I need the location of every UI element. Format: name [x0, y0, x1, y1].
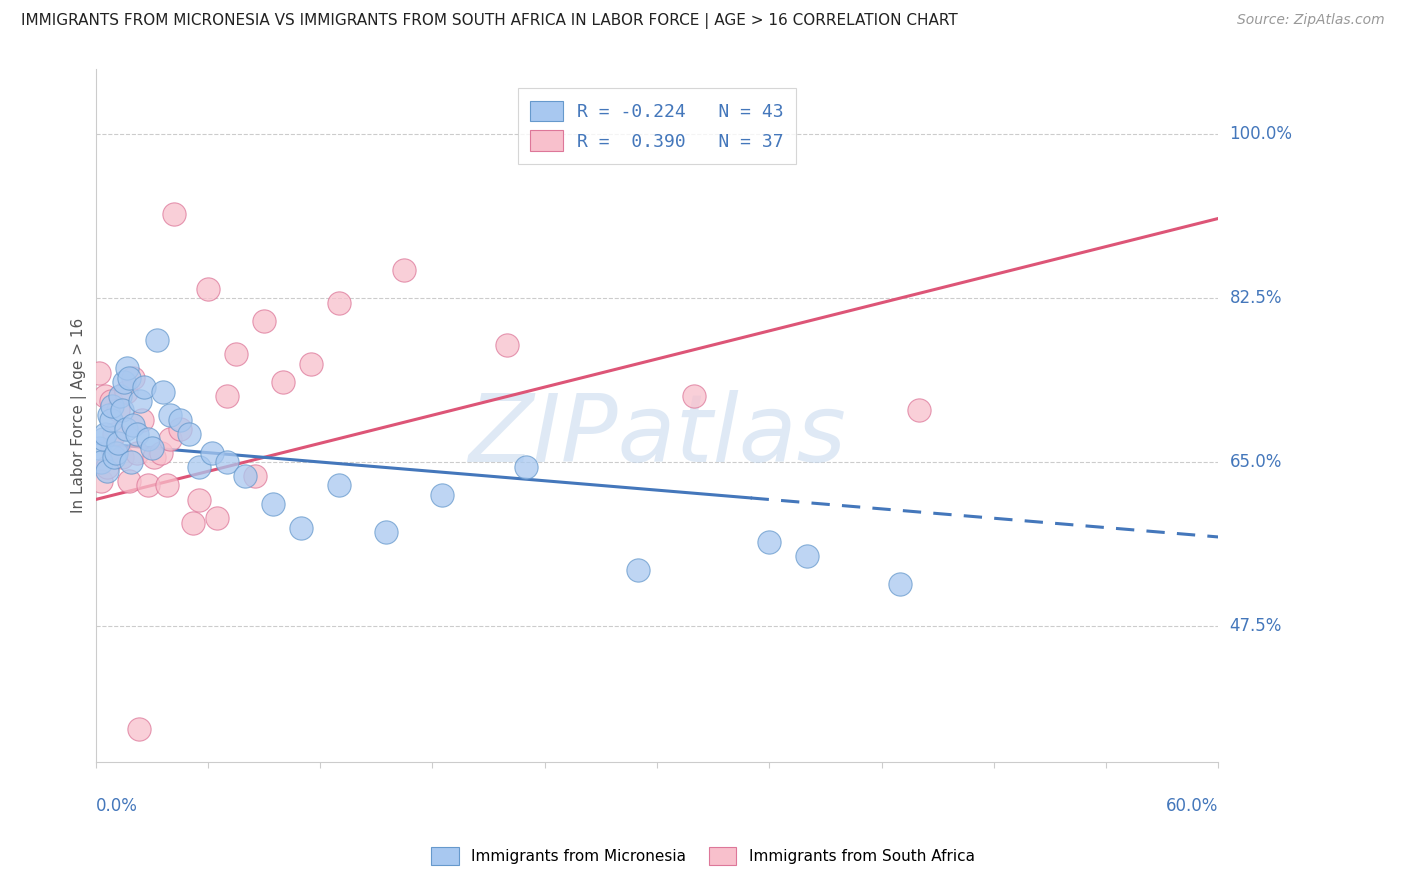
Text: 65.0%: 65.0%	[1230, 453, 1282, 471]
Point	[205, 511, 228, 525]
Point	[169, 413, 191, 427]
Point	[142, 450, 165, 465]
Point	[101, 399, 124, 413]
Point	[128, 722, 150, 736]
Point	[136, 478, 159, 492]
Point	[253, 314, 276, 328]
Point	[129, 394, 152, 409]
Point	[108, 389, 131, 403]
Legend: R = -0.224   N = 43, R =  0.390   N = 37: R = -0.224 N = 43, R = 0.390 N = 37	[517, 88, 796, 164]
Y-axis label: In Labor Force | Age > 16: In Labor Force | Age > 16	[72, 318, 87, 513]
Point	[225, 347, 247, 361]
Point	[328, 295, 350, 310]
Point	[94, 426, 117, 441]
Text: IMMIGRANTS FROM MICRONESIA VS IMMIGRANTS FROM SOUTH AFRICA IN LABOR FORCE | AGE : IMMIGRANTS FROM MICRONESIA VS IMMIGRANTS…	[21, 13, 957, 29]
Point	[430, 488, 453, 502]
Point	[100, 413, 122, 427]
Point	[125, 445, 148, 459]
Point	[141, 441, 163, 455]
Point	[152, 384, 174, 399]
Point	[112, 376, 135, 390]
Point	[107, 436, 129, 450]
Point	[215, 455, 238, 469]
Text: ZIPatlas: ZIPatlas	[468, 391, 846, 482]
Point	[181, 516, 204, 530]
Point	[122, 370, 145, 384]
Point	[118, 474, 141, 488]
Text: 100.0%: 100.0%	[1230, 125, 1292, 143]
Point	[114, 384, 136, 399]
Point	[889, 577, 911, 591]
Point	[103, 450, 125, 465]
Point	[90, 474, 112, 488]
Point	[89, 441, 111, 455]
Point	[105, 445, 128, 459]
Point	[103, 426, 125, 441]
Point	[134, 380, 156, 394]
Point	[114, 422, 136, 436]
Point	[117, 361, 139, 376]
Point	[136, 432, 159, 446]
Point	[159, 432, 181, 446]
Point	[908, 403, 931, 417]
Point	[150, 445, 173, 459]
Point	[796, 549, 818, 563]
Point	[290, 520, 312, 534]
Point	[243, 469, 266, 483]
Point	[496, 338, 519, 352]
Point	[627, 563, 650, 577]
Point	[146, 333, 169, 347]
Point	[187, 492, 209, 507]
Point	[122, 417, 145, 432]
Point	[118, 370, 141, 384]
Point	[163, 207, 186, 221]
Point	[96, 459, 118, 474]
Point	[758, 534, 780, 549]
Text: 60.0%: 60.0%	[1166, 797, 1219, 814]
Point	[97, 408, 120, 422]
Text: 0.0%: 0.0%	[96, 797, 138, 814]
Point	[159, 408, 181, 422]
Point	[201, 445, 224, 459]
Point	[89, 366, 111, 380]
Point	[111, 450, 134, 465]
Point	[100, 394, 122, 409]
Text: Source: ZipAtlas.com: Source: ZipAtlas.com	[1237, 13, 1385, 28]
Point	[169, 422, 191, 436]
Point	[90, 455, 112, 469]
Point	[215, 389, 238, 403]
Point	[515, 459, 537, 474]
Text: 82.5%: 82.5%	[1230, 289, 1282, 307]
Point	[262, 497, 284, 511]
Point	[328, 478, 350, 492]
Point	[187, 459, 209, 474]
Point	[197, 282, 219, 296]
Point	[125, 426, 148, 441]
Legend: Immigrants from Micronesia, Immigrants from South Africa: Immigrants from Micronesia, Immigrants f…	[425, 841, 981, 871]
Point	[94, 389, 117, 403]
Point	[131, 413, 153, 427]
Point	[394, 263, 416, 277]
Point	[271, 376, 294, 390]
Text: 47.5%: 47.5%	[1230, 617, 1282, 635]
Point	[101, 441, 124, 455]
Point	[91, 432, 114, 446]
Point	[233, 469, 256, 483]
Point	[111, 403, 134, 417]
Point	[96, 464, 118, 478]
Point	[374, 525, 396, 540]
Point	[683, 389, 706, 403]
Point	[299, 357, 322, 371]
Point	[107, 403, 129, 417]
Point	[179, 426, 201, 441]
Point	[120, 455, 142, 469]
Point	[156, 478, 179, 492]
